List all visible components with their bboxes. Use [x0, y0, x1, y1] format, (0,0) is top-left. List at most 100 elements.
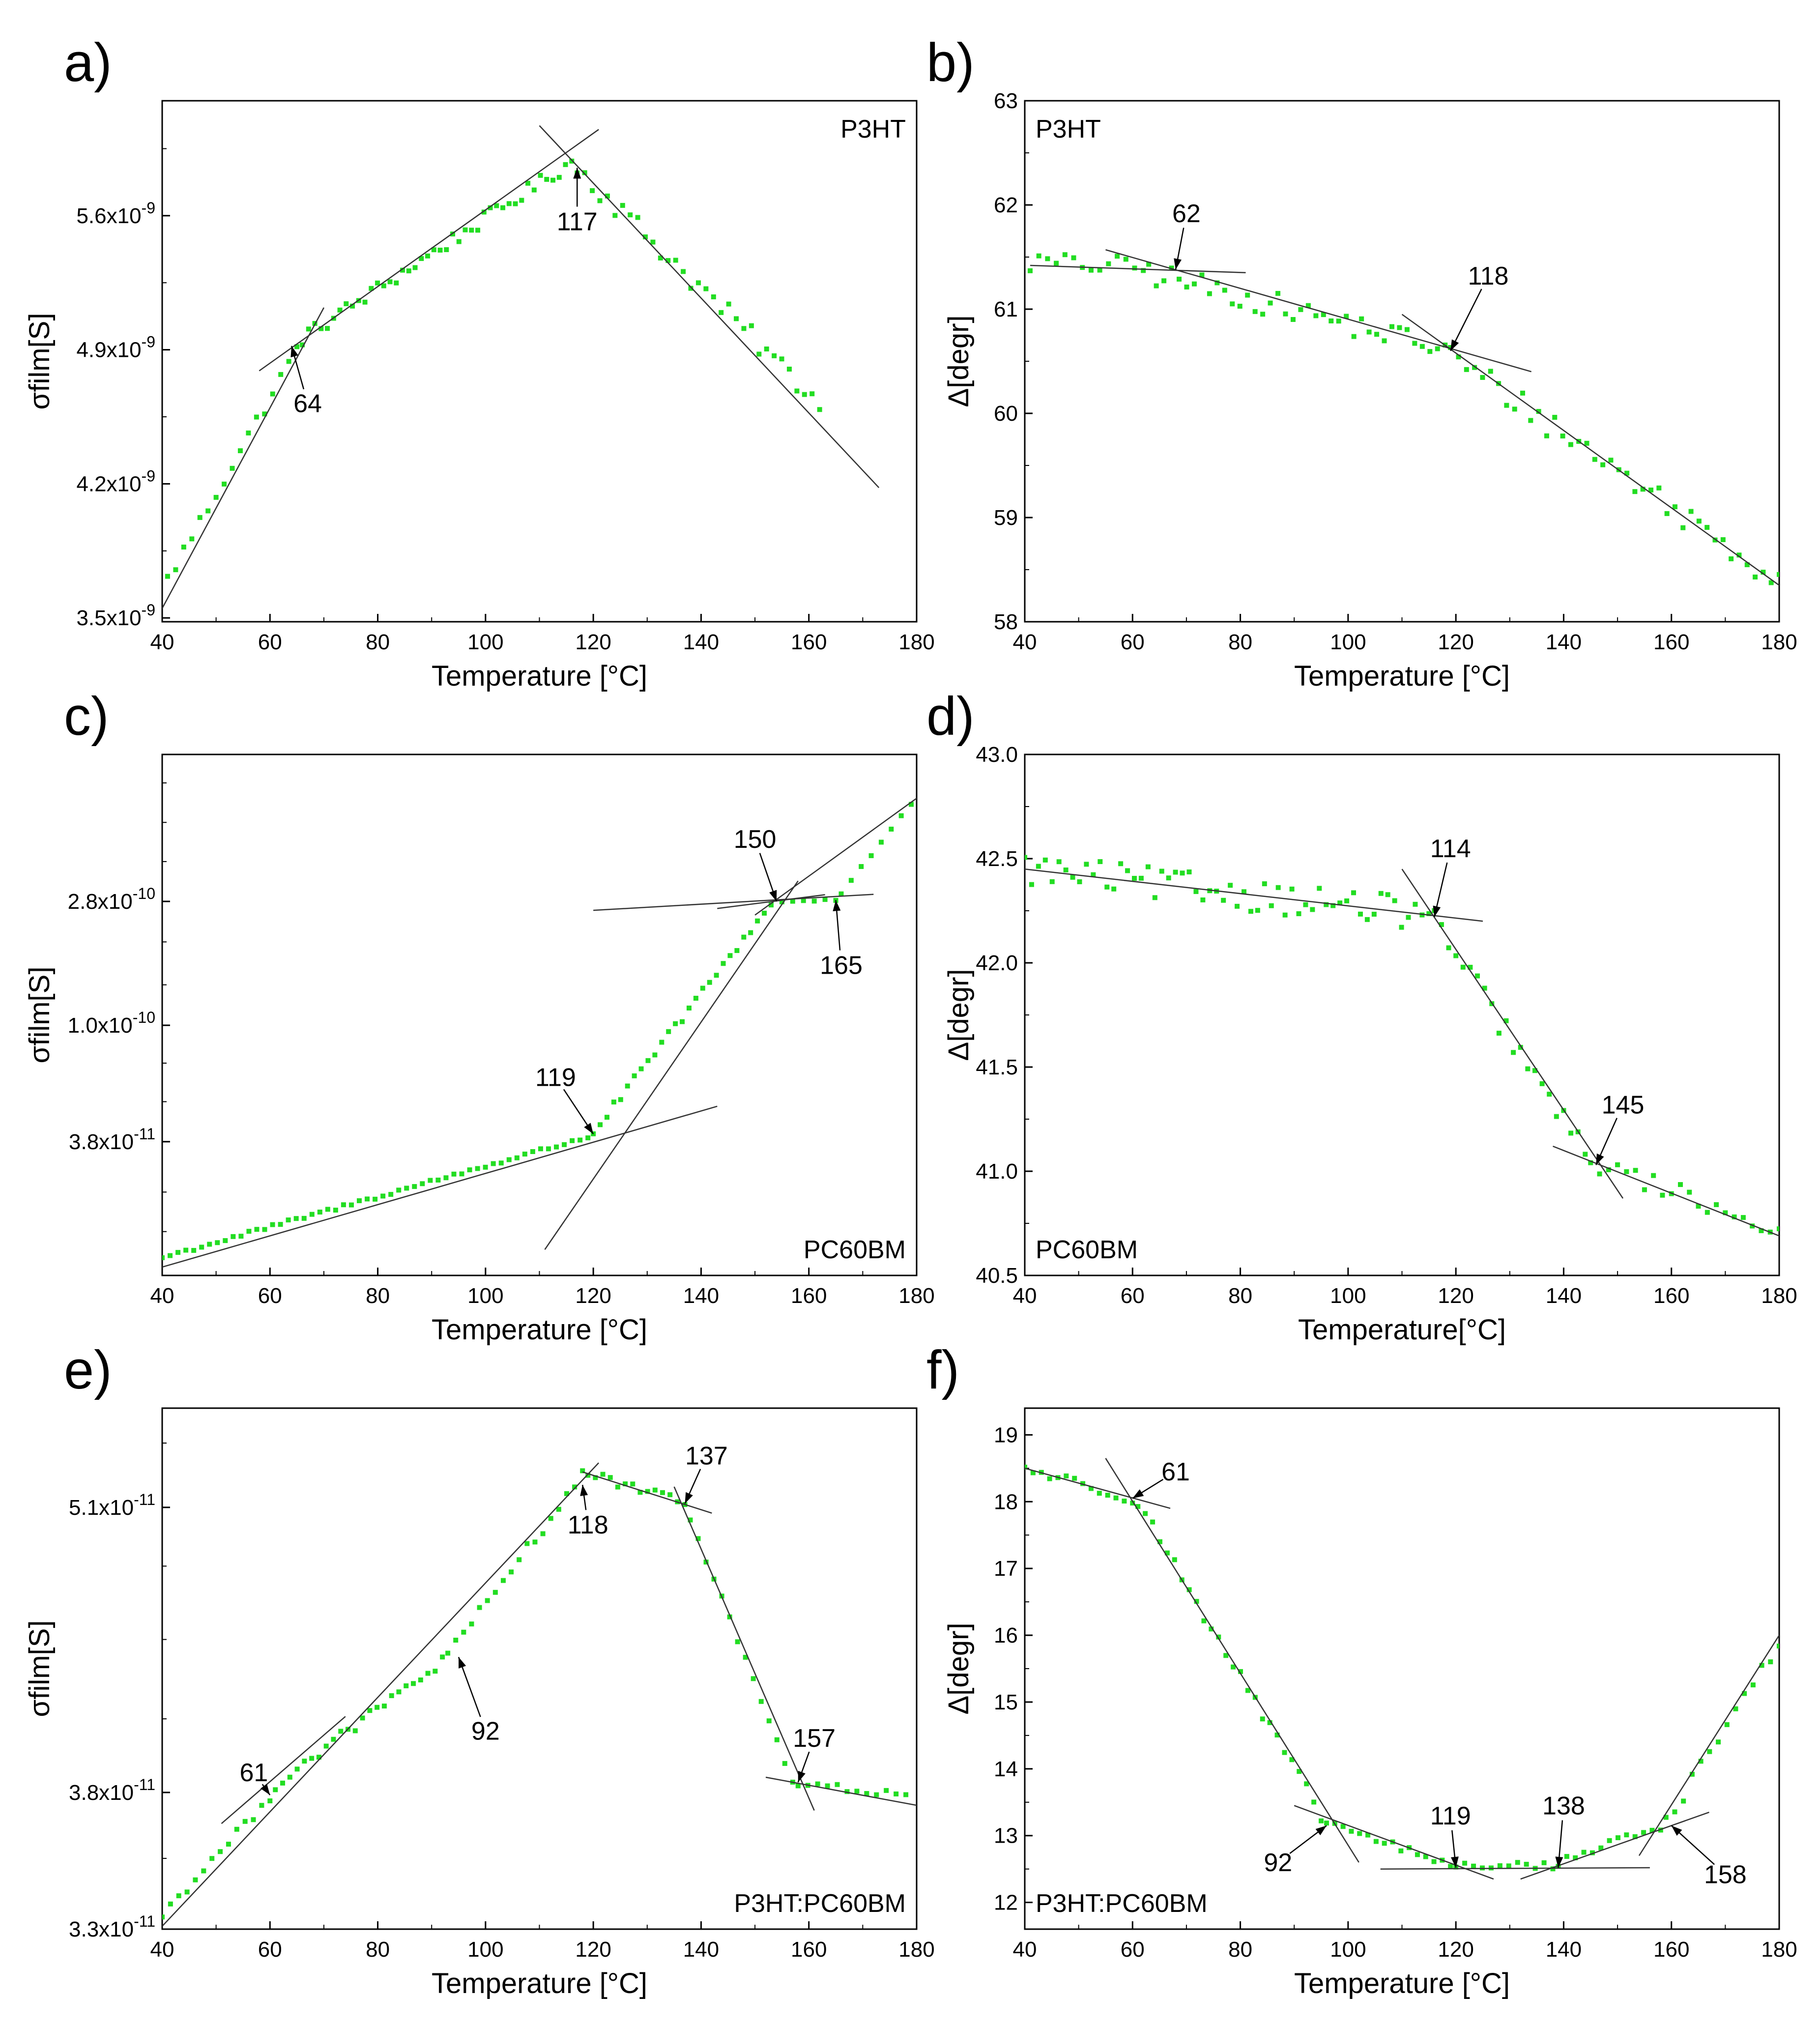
- data-point: [218, 1849, 223, 1854]
- y-axis-title: Δ[degr]: [943, 969, 975, 1061]
- data-point: [1777, 1644, 1779, 1649]
- x-tick-label: 120: [575, 1937, 611, 1962]
- data-point: [1084, 862, 1089, 867]
- data-point: [1207, 291, 1212, 296]
- data-point: [772, 353, 777, 358]
- data-point: [1615, 1162, 1620, 1167]
- data-point: [309, 1756, 315, 1761]
- data-point: [1054, 260, 1059, 266]
- data-point: [287, 1774, 292, 1780]
- sample-label: PC60BM: [804, 1236, 906, 1264]
- data-point: [681, 269, 686, 274]
- data-point: [801, 898, 806, 903]
- data-point: [1098, 859, 1103, 865]
- data-point: [270, 391, 275, 397]
- data-point: [1382, 1841, 1387, 1846]
- x-axis-title: Temperature [°C]: [432, 1967, 647, 1999]
- annotation: 145: [1595, 1091, 1644, 1165]
- data-point: [1304, 1781, 1309, 1787]
- data-point: [1194, 1599, 1199, 1604]
- fit-line: [754, 798, 917, 916]
- data-point: [1518, 1044, 1523, 1050]
- chart-b: b) 40 60 80 100 120 140 160 180 58 59 60 61 62 63 Tempe…: [926, 32, 1797, 692]
- data-point: [1704, 1210, 1710, 1215]
- data-point: [817, 407, 822, 412]
- data-point: [1104, 884, 1110, 890]
- x-tick-label: 60: [1121, 630, 1145, 654]
- data-point: [1382, 338, 1387, 344]
- data-point: [1515, 1860, 1520, 1865]
- data-point: [1506, 1863, 1511, 1869]
- data-point: [628, 212, 633, 218]
- panel-label: f): [926, 1340, 959, 1400]
- fit-line: [162, 1462, 600, 1927]
- data-point: [1633, 1168, 1638, 1173]
- data-point: [1186, 1587, 1192, 1592]
- annotation-arrowhead: [685, 1492, 693, 1504]
- y-tick-label: 61: [994, 297, 1018, 321]
- data-point: [1216, 1634, 1221, 1640]
- data-point: [388, 1192, 394, 1197]
- data-point: [1480, 375, 1485, 380]
- y-axis-title: σfilm[S]: [24, 313, 56, 410]
- data-point: [1319, 1818, 1324, 1823]
- y-tick-label: 18: [994, 1490, 1018, 1514]
- data-point: [844, 1789, 850, 1794]
- data-point: [1180, 870, 1185, 876]
- x-tick-label: 100: [1330, 1937, 1366, 1962]
- data-point: [1615, 1835, 1620, 1840]
- data-point: [620, 202, 625, 208]
- data-point: [1598, 1845, 1604, 1851]
- data-point: [1336, 318, 1341, 324]
- data-point: [1740, 1215, 1746, 1220]
- data-point: [625, 1083, 630, 1089]
- data-point: [1371, 912, 1377, 917]
- data-point: [333, 1208, 338, 1213]
- data-point: [1186, 869, 1192, 874]
- x-tick-label: 100: [1330, 1284, 1366, 1308]
- data-point: [412, 265, 418, 270]
- data-point: [1235, 903, 1240, 909]
- data-point: [387, 279, 393, 285]
- data-point: [1439, 922, 1444, 927]
- data-point: [1672, 1809, 1677, 1815]
- data-point: [727, 1614, 732, 1619]
- data-point: [254, 1227, 260, 1232]
- data-point: [1460, 964, 1466, 970]
- data-point: [352, 1728, 358, 1734]
- data-point: [1759, 1228, 1764, 1233]
- data-point: [598, 1122, 603, 1128]
- data-point: [306, 326, 311, 332]
- data-point: [786, 366, 792, 372]
- data-point: [1275, 885, 1281, 890]
- data-point: [605, 193, 610, 199]
- x-tick-label: 40: [1013, 1284, 1037, 1308]
- data-point: [201, 1868, 206, 1874]
- data-point: [477, 1605, 482, 1610]
- annotation-label: 119: [1430, 1802, 1471, 1830]
- data-point: [593, 1475, 598, 1480]
- data-point: [1111, 886, 1117, 892]
- annotation-label: 137: [685, 1442, 728, 1471]
- annotation: 137: [684, 1442, 728, 1504]
- data-point: [1260, 312, 1266, 317]
- data-point: [1269, 903, 1274, 908]
- plot-area: [162, 125, 880, 609]
- data-point: [1419, 344, 1425, 349]
- annotation-label: 157: [793, 1724, 836, 1753]
- data-point: [659, 1040, 664, 1045]
- data-point: [469, 228, 474, 233]
- data-point: [1744, 562, 1750, 567]
- data-point: [864, 1791, 869, 1796]
- data-point: [578, 1137, 583, 1143]
- annotation-label: 119: [535, 1063, 576, 1092]
- data-point: [1344, 898, 1350, 903]
- data-point: [645, 1058, 651, 1063]
- annotation: 119: [1430, 1802, 1471, 1868]
- data-point: [531, 187, 537, 193]
- data-point: [494, 203, 499, 208]
- data-point: [652, 1487, 658, 1493]
- data-point: [525, 180, 531, 186]
- data-point: [580, 1468, 585, 1474]
